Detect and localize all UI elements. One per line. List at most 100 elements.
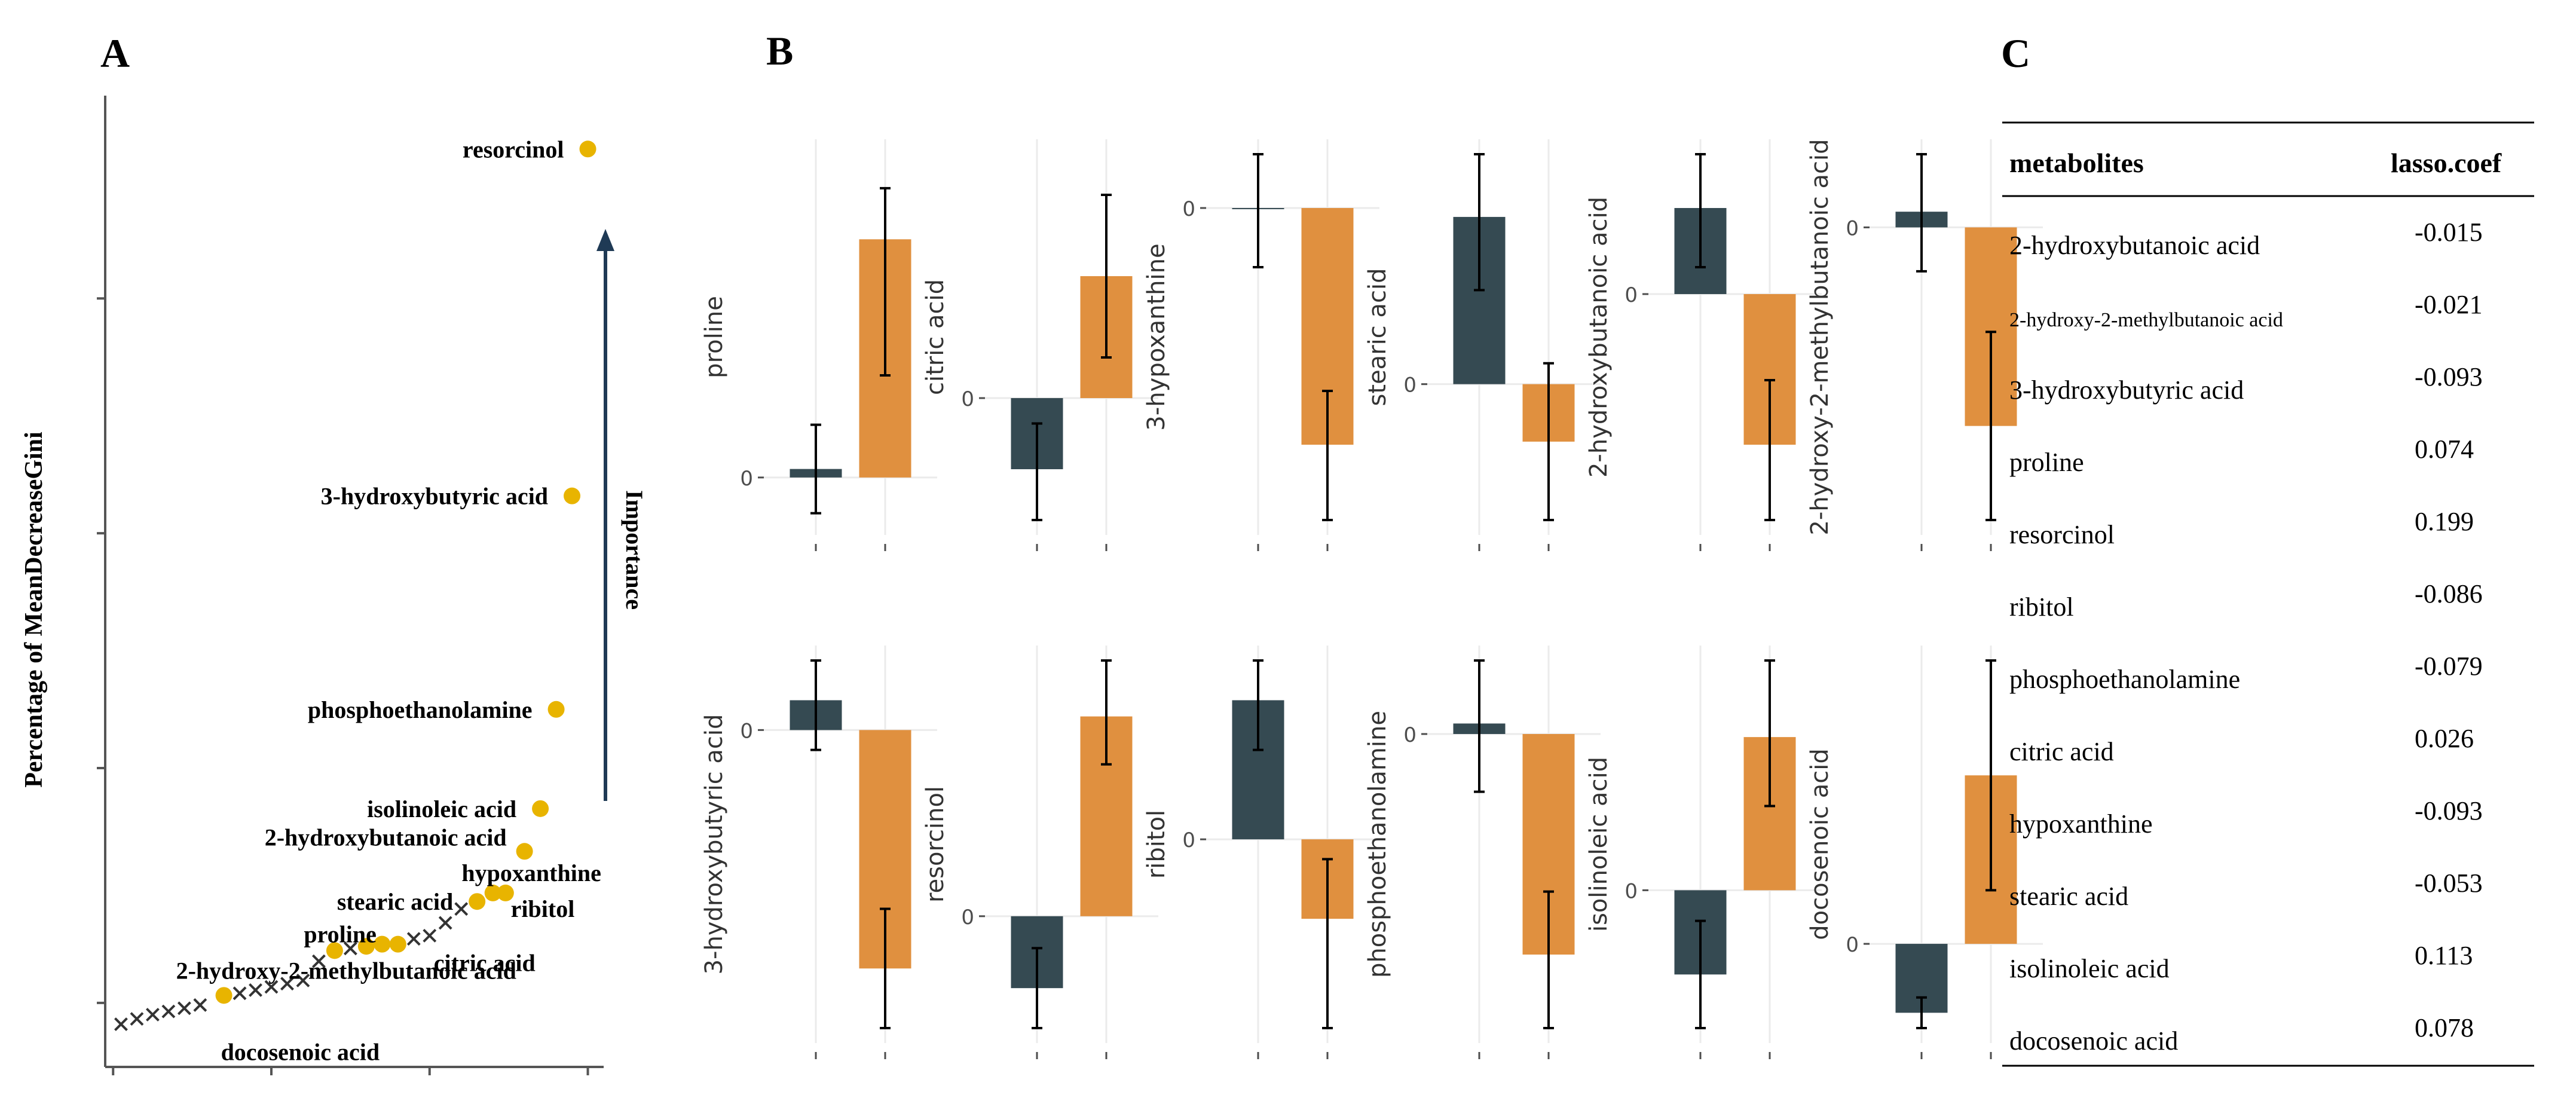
panel-a-ticks: [97, 297, 589, 1075]
lasso-coef-value: -0.015: [2415, 218, 2483, 247]
unselected-point-marker: [423, 928, 437, 943]
selected-point: [564, 487, 581, 504]
lasso-coef-value: -0.093: [2415, 796, 2483, 825]
point-label: 3-hydroxybutyric acid: [321, 483, 548, 510]
error-bar: [1916, 153, 1927, 273]
lasso-coef-value: -0.053: [2415, 868, 2483, 898]
bar-subplot: 0 citric acid: [922, 139, 1158, 551]
y-tick-label: 0: [961, 387, 974, 411]
selected-point: [215, 987, 232, 1004]
error-bar: [1474, 659, 1485, 793]
bar-subplot: 0 stearic acid: [1364, 139, 1601, 551]
point-label: citric acid: [434, 950, 536, 977]
table-row: citric acid 0.026: [2009, 724, 2474, 766]
lasso-coef-value: 0.026: [2415, 724, 2474, 753]
y-tick-label: 0: [1403, 374, 1417, 397]
unselected-point-marker: [161, 1004, 176, 1019]
bar-subplot: 0 resorcinol: [922, 646, 1158, 1059]
panel-b: B 0 proline 0 citric acid 0 3-hypoxanthine 0 st…: [700, 28, 2043, 1059]
table-header-metabolites: metabolites: [2009, 148, 2144, 178]
panel-a-point-labels: resorcinol 3-hydroxybutyric acid phosphoet…: [176, 136, 601, 1065]
error-bar: [1916, 996, 1927, 1029]
selected-point: [497, 884, 514, 901]
subplot-label: ribitol: [1143, 810, 1170, 879]
lasso-coef-value: 0.074: [2415, 435, 2474, 464]
metabolite-name: citric acid: [2009, 737, 2114, 766]
y-tick-label: 0: [961, 906, 974, 929]
y-tick-label: 0: [740, 467, 753, 491]
error-bar: [1985, 659, 1996, 892]
table-row: 2-hydroxybutanoic acid -0.015: [2009, 218, 2483, 260]
y-tick-label: 0: [1624, 283, 1638, 307]
error-bar: [1322, 390, 1333, 521]
unselected-point-marker: [193, 998, 207, 1012]
selected-point: [357, 938, 375, 955]
bar-subplot: 0 isolinoleic acid: [1585, 646, 1822, 1059]
error-bar: [810, 659, 821, 751]
error-bar: [1032, 422, 1042, 521]
point-label: proline: [304, 920, 377, 947]
error-bar: [1032, 947, 1042, 1029]
error-bar: [1543, 890, 1554, 1029]
table-row: ribitol -0.086: [2009, 579, 2483, 622]
importance-label: Importance: [621, 490, 648, 610]
subplot-label: docosenoic acid: [1806, 748, 1834, 940]
unselected-point-marker: [438, 916, 452, 930]
point-label: hypoxanthine: [461, 860, 601, 886]
bar-subplot: 0 3-hydroxybutyric acid: [700, 646, 937, 1059]
table-row: 2-hydroxy-2-methylbutanoic acid -0.021: [2009, 290, 2483, 331]
panel-a-y-axis-label: Percentage of MeanDecreaseGini: [20, 432, 48, 788]
bar-subplot: 0 2-hydroxybutanoic acid: [1585, 139, 1822, 551]
metabolite-name: phosphoethanolamine: [2009, 665, 2240, 694]
error-bar: [880, 907, 891, 1029]
selected-point: [326, 942, 343, 959]
selected-point: [484, 884, 501, 901]
lasso-coef-value: -0.093: [2415, 362, 2483, 392]
metabolite-name: docosenoic acid: [2009, 1026, 2178, 1056]
panel-a-points: [114, 140, 596, 1031]
lasso-coef-value: 0.078: [2415, 1013, 2474, 1042]
subplot-label: proline: [700, 296, 728, 378]
error-bar: [1695, 153, 1706, 268]
metabolite-name: hypoxanthine: [2009, 809, 2153, 839]
unselected-point-marker: [312, 954, 326, 968]
subplot-label: stearic acid: [1364, 268, 1391, 406]
y-tick-label: 0: [1846, 933, 1859, 957]
selected-point: [532, 800, 549, 817]
lasso-coef-value: 0.199: [2415, 507, 2474, 536]
table-row: phosphoethanolamine -0.079: [2009, 652, 2483, 694]
unselected-point-marker: [114, 1017, 128, 1031]
point-label: docosenoic acid: [221, 1039, 380, 1066]
selected-point: [547, 701, 565, 718]
point-label: phosphoethanolamine: [308, 696, 533, 723]
error-bar: [1322, 858, 1333, 1029]
unselected-point-marker: [146, 1008, 160, 1022]
selected-point: [469, 893, 486, 910]
point-label: stearic acid: [337, 888, 453, 915]
selected-point: [389, 935, 406, 953]
subplot-label: resorcinol: [922, 786, 949, 903]
subplot-label: 3-hydroxybutyric acid: [700, 714, 728, 975]
y-tick-label: 0: [1403, 723, 1417, 747]
panel-a-label: A: [100, 30, 130, 76]
unselected-point-marker: [177, 1001, 191, 1016]
lasso-coef-value: 0.113: [2415, 941, 2473, 970]
metabolite-name: stearic acid: [2009, 882, 2128, 911]
bar-subplot: 0 phosphoethanolamine: [1364, 646, 1601, 1059]
unselected-point-marker: [130, 1012, 144, 1026]
unselected-point-marker: [264, 980, 279, 994]
error-bar: [1985, 331, 1996, 521]
lasso-coef-value: -0.086: [2415, 579, 2483, 608]
point-label: 2-hydroxybutanoic acid: [265, 824, 507, 851]
metabolite-name: resorcinol: [2009, 520, 2115, 549]
table-body: 2-hydroxybutanoic acid -0.015 2-hydroxy-2-…: [2009, 218, 2483, 1056]
error-bar: [880, 186, 891, 377]
bar-subplot: 0 3-hypoxanthine: [1143, 139, 1379, 551]
error-bar: [1543, 362, 1554, 521]
panel-c-label: C: [2001, 30, 2030, 76]
table-row: docosenoic acid 0.078: [2009, 1013, 2474, 1056]
metabolite-name: proline: [2009, 448, 2084, 477]
importance-arrow-head-icon: [596, 229, 614, 251]
error-bar: [1253, 153, 1263, 268]
table-row: resorcinol 0.199: [2009, 507, 2474, 549]
